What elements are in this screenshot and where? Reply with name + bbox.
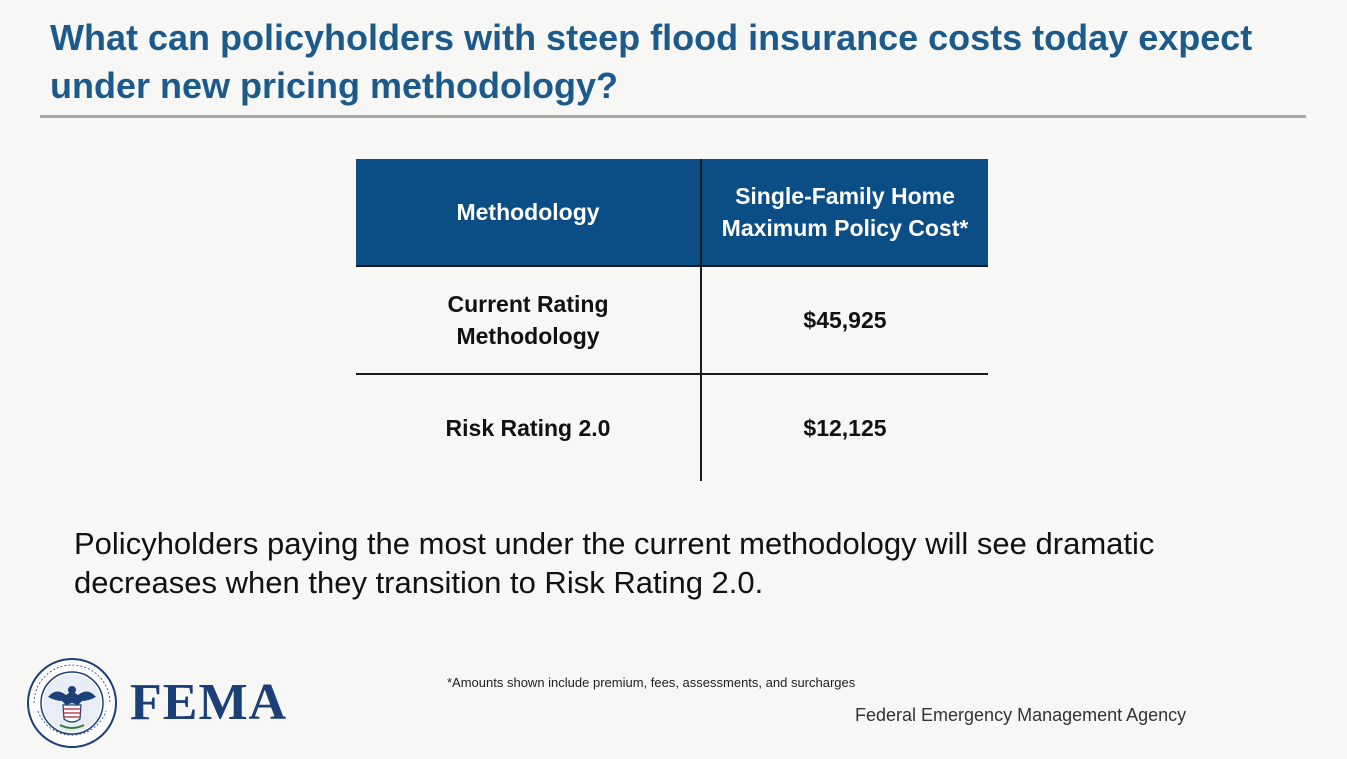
table-row: Current Rating Methodology $45,925 [356,265,988,375]
row-current-methodology: Current Rating Methodology [356,265,701,375]
header-line-1: Single-Family Home [735,183,955,209]
fema-logo-text: FEMA [130,674,288,731]
row-risk-rating-cost: $12,125 [700,374,988,481]
dhs-seal-icon [27,658,117,748]
summary-text: Policyholders paying the most under the … [74,526,1155,600]
method-line-1: Current Rating [447,291,609,317]
row-risk-rating-methodology: Risk Rating 2.0 [445,415,611,441]
table-header-row: Methodology Single-Family Home Maximum P… [356,159,988,266]
footnote: *Amounts shown include premium, fees, as… [447,675,856,690]
title-divider [40,115,1306,118]
method-line-2: Methodology [456,323,600,349]
header-methodology: Methodology [356,159,701,266]
table-row: Risk Rating 2.0 $12,125 [356,374,988,481]
slide-title: What can policyholders with steep flood … [50,17,1253,106]
agency-name: Federal Emergency Management Agency [855,705,1187,725]
header-line-2: Maximum Policy Cost* [721,215,969,241]
comparison-table: Methodology Single-Family Home Maximum P… [356,159,988,481]
row-current-cost: $45,925 [700,265,988,375]
header-max-policy-cost: Single-Family Home Maximum Policy Cost* [700,159,988,266]
